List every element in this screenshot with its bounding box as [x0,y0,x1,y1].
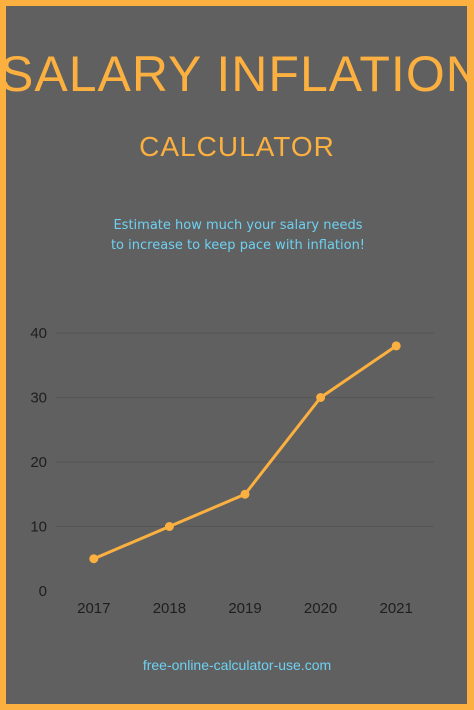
x-tick-label: 2018 [153,600,186,617]
y-tick-label: 20 [30,454,47,471]
y-tick-label: 30 [30,390,47,407]
tagline-text: Estimate how much your salary needs to i… [110,218,366,253]
x-tick-label: 2019 [228,600,261,617]
x-tick-label: 2020 [304,600,337,617]
data-point [89,554,99,564]
y-axis-ticks: 0 10 20 30 40 [30,325,47,600]
y-tick-label: 40 [30,325,47,342]
y-tick-label: 0 [39,583,47,600]
footer-url[interactable]: free-online-calculator-use.com [142,657,332,673]
page-subtitle: CALCULATOR [139,131,335,162]
data-point [240,489,250,499]
page-title: SALARY INFLATION [0,46,474,102]
y-tick-label: 10 [30,519,47,536]
data-point [164,522,174,531]
series-layer [89,341,401,564]
data-point [391,341,401,351]
x-axis-ticks: 2017 2018 2019 2020 2021 [77,600,413,617]
gridlines [56,332,434,527]
data-point [316,393,326,402]
x-tick-label: 2021 [380,600,413,617]
poster-background [6,6,467,704]
x-tick-label: 2017 [77,600,110,617]
